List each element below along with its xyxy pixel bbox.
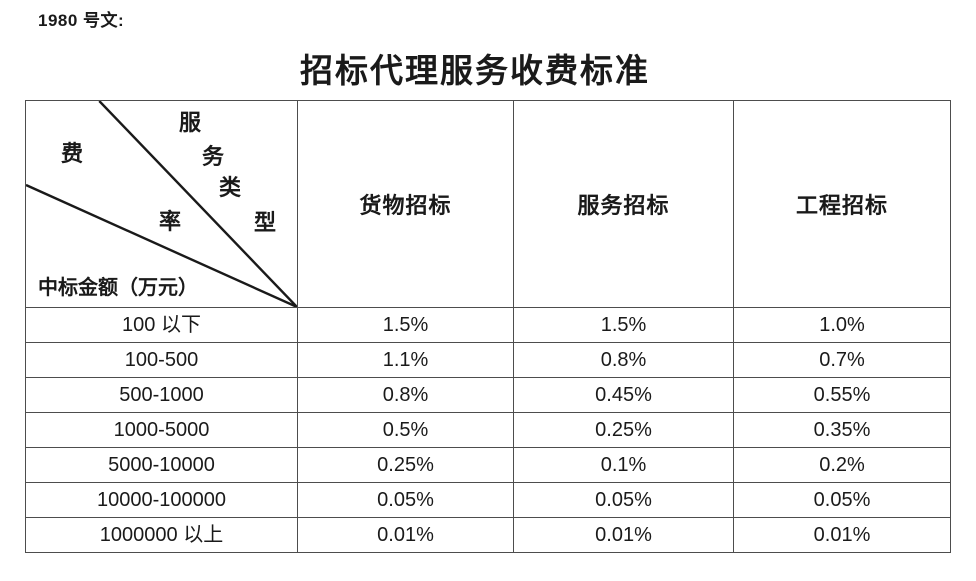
- fee-value-cell: 1.0%: [733, 307, 951, 343]
- column-header-goods: 货物招标: [297, 100, 514, 308]
- fee-value-cell: 0.05%: [513, 482, 734, 518]
- fee-standard-table: 费 率 服 务 类 型 中标金额（万元） 货物招标 服务招标 工程招标 100 …: [25, 100, 951, 553]
- fee-value-cell: 0.45%: [513, 377, 734, 413]
- fee-value-cell: 0.7%: [733, 342, 951, 378]
- fee-value-cell: 0.05%: [733, 482, 951, 518]
- corner-char-fee: 费: [61, 141, 84, 166]
- fee-value-cell: 0.25%: [297, 447, 514, 483]
- fee-value-cell: 0.8%: [513, 342, 734, 378]
- fee-value-cell: 0.01%: [297, 517, 514, 553]
- fee-value-cell: 1.5%: [513, 307, 734, 343]
- corner-char-rate: 率: [159, 209, 182, 234]
- table-row: 5000-10000 0.25% 0.1% 0.2%: [25, 447, 951, 483]
- fee-value-cell: 0.1%: [513, 447, 734, 483]
- table-header-row: 费 率 服 务 类 型 中标金额（万元） 货物招标 服务招标 工程招标: [25, 100, 951, 308]
- corner-char-service-2: 务: [202, 144, 225, 169]
- fee-value-cell: 0.01%: [513, 517, 734, 553]
- corner-char-service-3: 类: [219, 175, 242, 200]
- row-label: 10000-100000: [25, 482, 298, 518]
- fee-value-cell: 0.35%: [733, 412, 951, 448]
- corner-char-service-1: 服: [179, 110, 202, 135]
- fee-value-cell: 1.5%: [297, 307, 514, 343]
- table-row: 1000-5000 0.5% 0.25% 0.35%: [25, 412, 951, 448]
- fee-value-cell: 0.05%: [297, 482, 514, 518]
- row-label: 500-1000: [25, 377, 298, 413]
- corner-char-service-4: 型: [254, 210, 277, 235]
- column-header-engineering: 工程招标: [733, 100, 951, 308]
- row-label: 1000-5000: [25, 412, 298, 448]
- corner-amount-label: 中标金额（万元）: [38, 277, 198, 299]
- row-label: 100 以下: [25, 307, 298, 343]
- table-row: 500-1000 0.8% 0.45% 0.55%: [25, 377, 951, 413]
- column-header-service: 服务招标: [513, 100, 734, 308]
- table-row: 100-500 1.1% 0.8% 0.7%: [25, 342, 951, 378]
- row-label: 1000000 以上: [25, 517, 298, 553]
- fee-value-cell: 0.8%: [297, 377, 514, 413]
- fee-value-cell: 0.55%: [733, 377, 951, 413]
- row-label: 100-500: [25, 342, 298, 378]
- diagonal-divider-lines: [26, 101, 297, 307]
- fee-value-cell: 0.25%: [513, 412, 734, 448]
- table-row: 1000000 以上 0.01% 0.01% 0.01%: [25, 517, 951, 553]
- doc-number-label: 1980 号文:: [38, 11, 125, 30]
- page-title: 招标代理服务收费标准: [300, 54, 650, 90]
- corner-header-cell: 费 率 服 务 类 型 中标金额（万元）: [25, 100, 298, 308]
- fee-value-cell: 1.1%: [297, 342, 514, 378]
- fee-value-cell: 0.01%: [733, 517, 951, 553]
- fee-value-cell: 0.2%: [733, 447, 951, 483]
- fee-value-cell: 0.5%: [297, 412, 514, 448]
- row-label: 5000-10000: [25, 447, 298, 483]
- table-row: 100 以下 1.5% 1.5% 1.0%: [25, 307, 951, 343]
- table-row: 10000-100000 0.05% 0.05% 0.05%: [25, 482, 951, 518]
